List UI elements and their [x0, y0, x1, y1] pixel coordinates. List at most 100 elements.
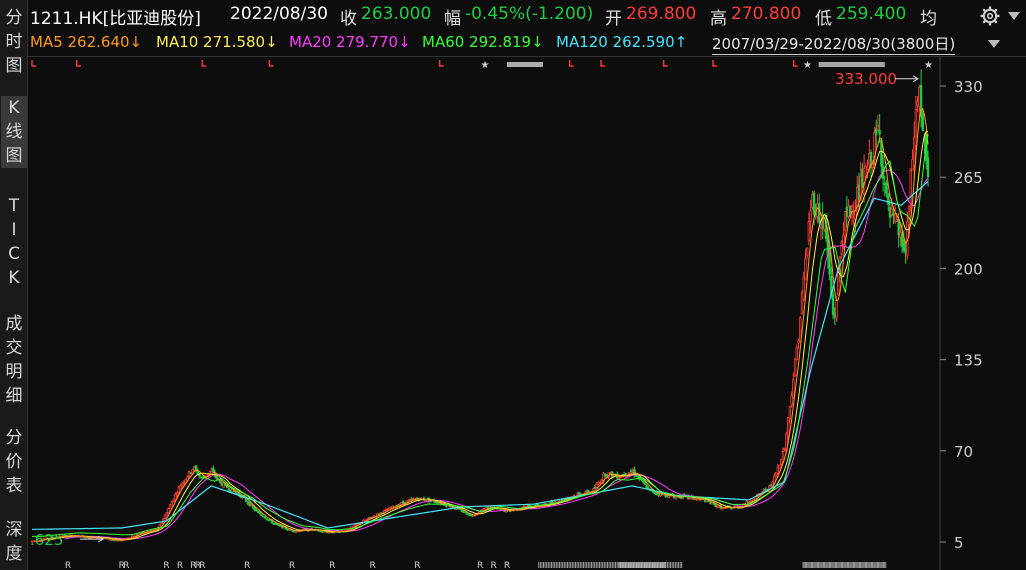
candle-body: [887, 194, 890, 205]
bottom-event-marker[interactable]: R: [199, 561, 205, 570]
dense-event-marker: [840, 62, 842, 67]
dense-bottom-marker: [557, 562, 559, 568]
dense-bottom-marker: [874, 562, 876, 568]
side-tab-3[interactable]: 成交明细: [0, 312, 28, 408]
dense-bottom-marker: [846, 562, 848, 568]
bottom-event-marker[interactable]: R: [490, 561, 496, 570]
dense-bottom-marker: [571, 562, 573, 568]
bottom-event-marker[interactable]: R: [369, 561, 375, 570]
dense-bottom-marker: [581, 562, 583, 568]
side-tab-1-char: K: [8, 98, 20, 118]
dense-bottom-marker: [642, 562, 644, 568]
dense-event-marker: [883, 62, 885, 67]
dense-event-marker: [880, 62, 882, 67]
date-range-selector[interactable]: 2007/03/29-2022/08/30(3800日): [712, 35, 956, 55]
dense-bottom-marker: [881, 562, 883, 568]
dense-event-marker: [522, 62, 524, 67]
dense-bottom-marker: [661, 562, 663, 568]
candle-body: [914, 109, 918, 146]
dense-event-marker: [858, 62, 860, 67]
bottom-event-marker[interactable]: R: [329, 561, 335, 570]
dense-bottom-marker: [814, 562, 816, 568]
dense-bottom-marker: [826, 562, 828, 568]
event-flag-marker[interactable]: [31, 60, 36, 67]
dense-bottom-marker: [643, 562, 645, 568]
event-flag-marker[interactable]: [662, 60, 668, 67]
dense-bottom-marker: [584, 562, 586, 568]
event-flag-marker[interactable]: [712, 60, 717, 67]
dense-bottom-marker: [638, 562, 639, 568]
dense-bottom-marker: [538, 562, 540, 568]
bottom-event-marker[interactable]: R: [177, 561, 183, 570]
dense-event-marker: [506, 62, 508, 67]
side-tab-0[interactable]: 分时图: [0, 6, 28, 78]
bottom-event-marker[interactable]: R: [414, 561, 420, 570]
event-flag-marker[interactable]: [600, 60, 605, 67]
event-flag-marker[interactable]: [268, 60, 274, 67]
bottom-event-marker[interactable]: R: [504, 561, 510, 570]
dense-event-marker: [821, 62, 823, 67]
candle-body: [248, 501, 251, 507]
dense-event-marker: [541, 62, 543, 67]
event-flag-marker[interactable]: [76, 60, 81, 67]
bottom-event-marker[interactable]: R: [477, 561, 483, 570]
dense-event-marker: [849, 62, 851, 67]
star-event-marker[interactable]: ★: [480, 60, 489, 71]
event-flag-marker[interactable]: [201, 60, 207, 67]
date-range-dropdown-icon[interactable]: [988, 40, 1000, 48]
bottom-event-marker[interactable]: R: [65, 561, 71, 570]
dense-bottom-marker: [808, 562, 810, 568]
bottom-event-marker[interactable]: R: [119, 561, 125, 570]
star-event-marker[interactable]: ★: [924, 60, 933, 71]
side-tab-5-char: 度: [5, 544, 23, 564]
bottom-event-marker[interactable]: R: [190, 561, 196, 570]
header-menu-dropdown-icon[interactable]: [1008, 12, 1020, 20]
stock-symbol[interactable]: 1211.HK[比亚迪股份]: [30, 9, 201, 29]
dense-event-marker: [844, 62, 846, 67]
bottom-event-marker[interactable]: R: [163, 561, 169, 570]
candle-body: [163, 514, 167, 519]
dense-bottom-marker: [880, 562, 882, 568]
dense-event-marker: [876, 62, 878, 67]
dense-bottom-marker: [608, 562, 610, 568]
bottom-event-marker[interactable]: R: [123, 561, 129, 570]
bottom-event-marker[interactable]: R: [195, 561, 201, 570]
dense-bottom-marker: [541, 562, 543, 568]
candle-body: [593, 486, 597, 489]
ma60-line: [32, 134, 929, 537]
event-flag-marker[interactable]: [792, 60, 798, 67]
candle-body: [878, 129, 881, 135]
dense-event-marker: [531, 62, 533, 67]
dense-bottom-marker: [630, 562, 631, 568]
dense-bottom-marker: [611, 562, 613, 568]
dense-event-marker: [834, 62, 836, 67]
side-tab-3-char: 交: [5, 338, 23, 358]
dense-event-marker: [830, 62, 832, 67]
settings-gear-icon[interactable]: [980, 6, 1000, 26]
dense-bottom-marker: [610, 562, 612, 568]
side-tab-5[interactable]: 深度: [0, 518, 28, 566]
candle-body: [603, 473, 607, 477]
dense-event-marker: [868, 62, 870, 67]
dense-bottom-marker: [579, 562, 581, 568]
bottom-event-marker[interactable]: R: [244, 561, 250, 570]
event-flag-marker[interactable]: [438, 60, 444, 67]
max-price-arrowhead: [912, 75, 920, 83]
event-flag-marker[interactable]: [568, 60, 574, 67]
side-tab-4[interactable]: 分价表: [0, 426, 28, 498]
dense-bottom-marker: [839, 562, 841, 568]
star-event-marker[interactable]: ★: [803, 60, 812, 71]
open-value: 269.800: [626, 4, 697, 24]
dense-bottom-marker: [578, 562, 580, 568]
candle-body: [255, 509, 258, 512]
candle-body: [828, 252, 831, 275]
quote-date: 2022/08/30: [230, 4, 328, 24]
bottom-event-marker[interactable]: R: [289, 561, 295, 570]
dense-bottom-marker: [650, 562, 652, 568]
dense-bottom-marker: [562, 562, 564, 568]
dense-bottom-marker: [651, 562, 653, 568]
